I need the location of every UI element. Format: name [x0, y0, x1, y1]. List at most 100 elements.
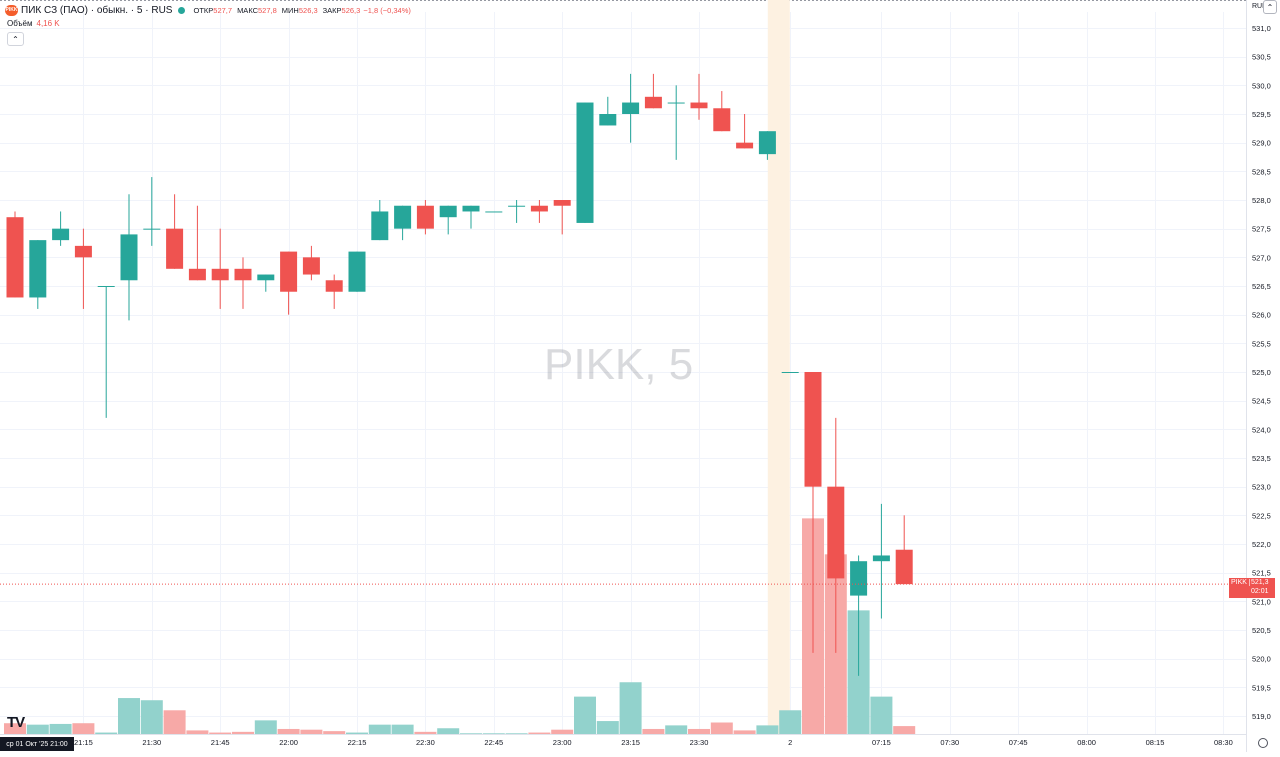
candle-body[interactable] — [530, 205, 548, 212]
volume-bar[interactable] — [733, 730, 756, 734]
scale-settings-button[interactable]: ⌃ — [1263, 0, 1277, 14]
volume-bar[interactable] — [574, 696, 596, 734]
candle-body[interactable] — [872, 555, 890, 562]
candle-body[interactable] — [325, 280, 343, 292]
volume-bar[interactable] — [505, 733, 528, 735]
volume-bar[interactable] — [528, 732, 551, 734]
candle-body[interactable] — [622, 102, 640, 114]
volume-bar[interactable] — [665, 725, 688, 734]
volume-bar[interactable] — [254, 720, 277, 734]
candle-body[interactable] — [188, 268, 206, 281]
candle-body[interactable] — [599, 114, 617, 126]
price-axis-tick-label: 529,0 — [1252, 139, 1271, 148]
volume-bar[interactable] — [72, 723, 95, 734]
price-axis-tick-label: 531,0 — [1252, 24, 1271, 33]
candle-body[interactable] — [667, 102, 685, 104]
volume-bar[interactable] — [4, 723, 26, 734]
candle-body[interactable] — [713, 108, 731, 132]
candle-body[interactable] — [280, 251, 298, 292]
volume-bar[interactable] — [118, 698, 140, 734]
volume-bar[interactable] — [710, 722, 733, 735]
volume-bar[interactable] — [460, 733, 482, 735]
volume-bar[interactable] — [277, 728, 300, 734]
volume-bar[interactable] — [49, 723, 72, 734]
time-axis-tick-label: 22:00 — [279, 738, 298, 747]
price-axis-tick-label: 522,0 — [1252, 540, 1271, 549]
volume-bar[interactable] — [779, 710, 802, 734]
candle-body[interactable] — [439, 205, 457, 218]
candle-body[interactable] — [827, 486, 845, 579]
volume-bar[interactable] — [688, 728, 710, 734]
candle-body[interactable] — [485, 211, 503, 213]
volume-bar[interactable] — [323, 731, 346, 734]
volume-bar[interactable] — [551, 729, 574, 734]
candle-body[interactable] — [850, 561, 868, 596]
candle-body[interactable] — [120, 234, 138, 281]
candle-body[interactable] — [416, 205, 434, 229]
candle-body[interactable] — [97, 286, 115, 287]
candle-body[interactable] — [211, 268, 229, 281]
candle-body[interactable] — [736, 142, 754, 149]
candle-body[interactable] — [371, 211, 389, 241]
volume-bar[interactable] — [619, 682, 642, 734]
candle-body[interactable] — [29, 240, 47, 298]
volume-bar[interactable] — [437, 728, 460, 734]
volume-bar[interactable] — [596, 721, 619, 734]
candle-body[interactable] — [143, 228, 161, 230]
volume-bar[interactable] — [232, 731, 254, 734]
candle-body[interactable] — [576, 102, 594, 223]
candle-body[interactable] — [895, 549, 913, 585]
candle-body[interactable] — [553, 200, 571, 206]
time-axis-tick-label: 07:45 — [1009, 738, 1028, 747]
candle-body[interactable] — [6, 217, 24, 298]
volume-bar[interactable] — [870, 696, 893, 734]
volume-bar[interactable] — [893, 726, 916, 734]
candle-body[interactable] — [462, 205, 480, 212]
candle-body[interactable] — [804, 372, 822, 487]
candle-body[interactable] — [781, 372, 799, 373]
time-axis-tick-label: 23:30 — [690, 738, 709, 747]
candle-body[interactable] — [508, 205, 526, 207]
volume-bar[interactable] — [414, 731, 437, 734]
candle-body[interactable] — [302, 257, 320, 275]
candle-body[interactable] — [234, 268, 252, 281]
collapse-legend-button[interactable]: ⌃ — [7, 32, 24, 46]
candle-body[interactable] — [758, 131, 776, 155]
volume-bar[interactable] — [346, 732, 368, 734]
candle-body[interactable] — [644, 96, 662, 109]
candle-body[interactable] — [74, 245, 92, 258]
volume-bar[interactable] — [186, 730, 209, 734]
volume-bar[interactable] — [209, 732, 232, 734]
volume-bar[interactable] — [482, 733, 505, 735]
volume-bar[interactable] — [642, 728, 665, 734]
volume-bar[interactable] — [26, 724, 49, 734]
volume-bar[interactable] — [140, 700, 163, 734]
price-axis-tick-label: 522,5 — [1252, 511, 1271, 520]
time-axis-tick-label: 21:30 — [142, 738, 161, 747]
volume-label: Объём — [7, 19, 33, 28]
time-scale-settings-icon[interactable] — [1258, 738, 1268, 748]
price-axis-tick-label: 525,5 — [1252, 339, 1271, 348]
volume-bar[interactable] — [300, 729, 323, 734]
volume-bar[interactable] — [756, 725, 779, 734]
volume-bar[interactable] — [95, 732, 118, 734]
candle-body[interactable] — [690, 102, 708, 109]
price-axis-tick-label: 528,5 — [1252, 167, 1271, 176]
candle-body[interactable] — [348, 251, 366, 292]
symbol-watermark: PIKK, 5 — [544, 340, 694, 389]
candle-body[interactable] — [257, 274, 275, 281]
close-value: 526,3 — [341, 5, 361, 15]
candle-body[interactable] — [394, 205, 412, 229]
volume-bar[interactable] — [163, 710, 186, 734]
candle-body[interactable] — [166, 228, 184, 269]
volume-bar[interactable] — [368, 724, 391, 734]
volume-bar[interactable] — [391, 724, 414, 734]
currency-label[interactable]: RUB — [1252, 3, 1267, 10]
symbol-name[interactable]: ПИК СЗ (ПАО) · обыкн. · 5 · RUS — [21, 4, 173, 16]
chevron-up-icon: ⌃ — [12, 34, 19, 44]
candle-body[interactable] — [52, 228, 70, 241]
price-axis-tick-label: 529,5 — [1252, 110, 1271, 119]
tradingview-logo[interactable]: TV — [7, 714, 25, 731]
